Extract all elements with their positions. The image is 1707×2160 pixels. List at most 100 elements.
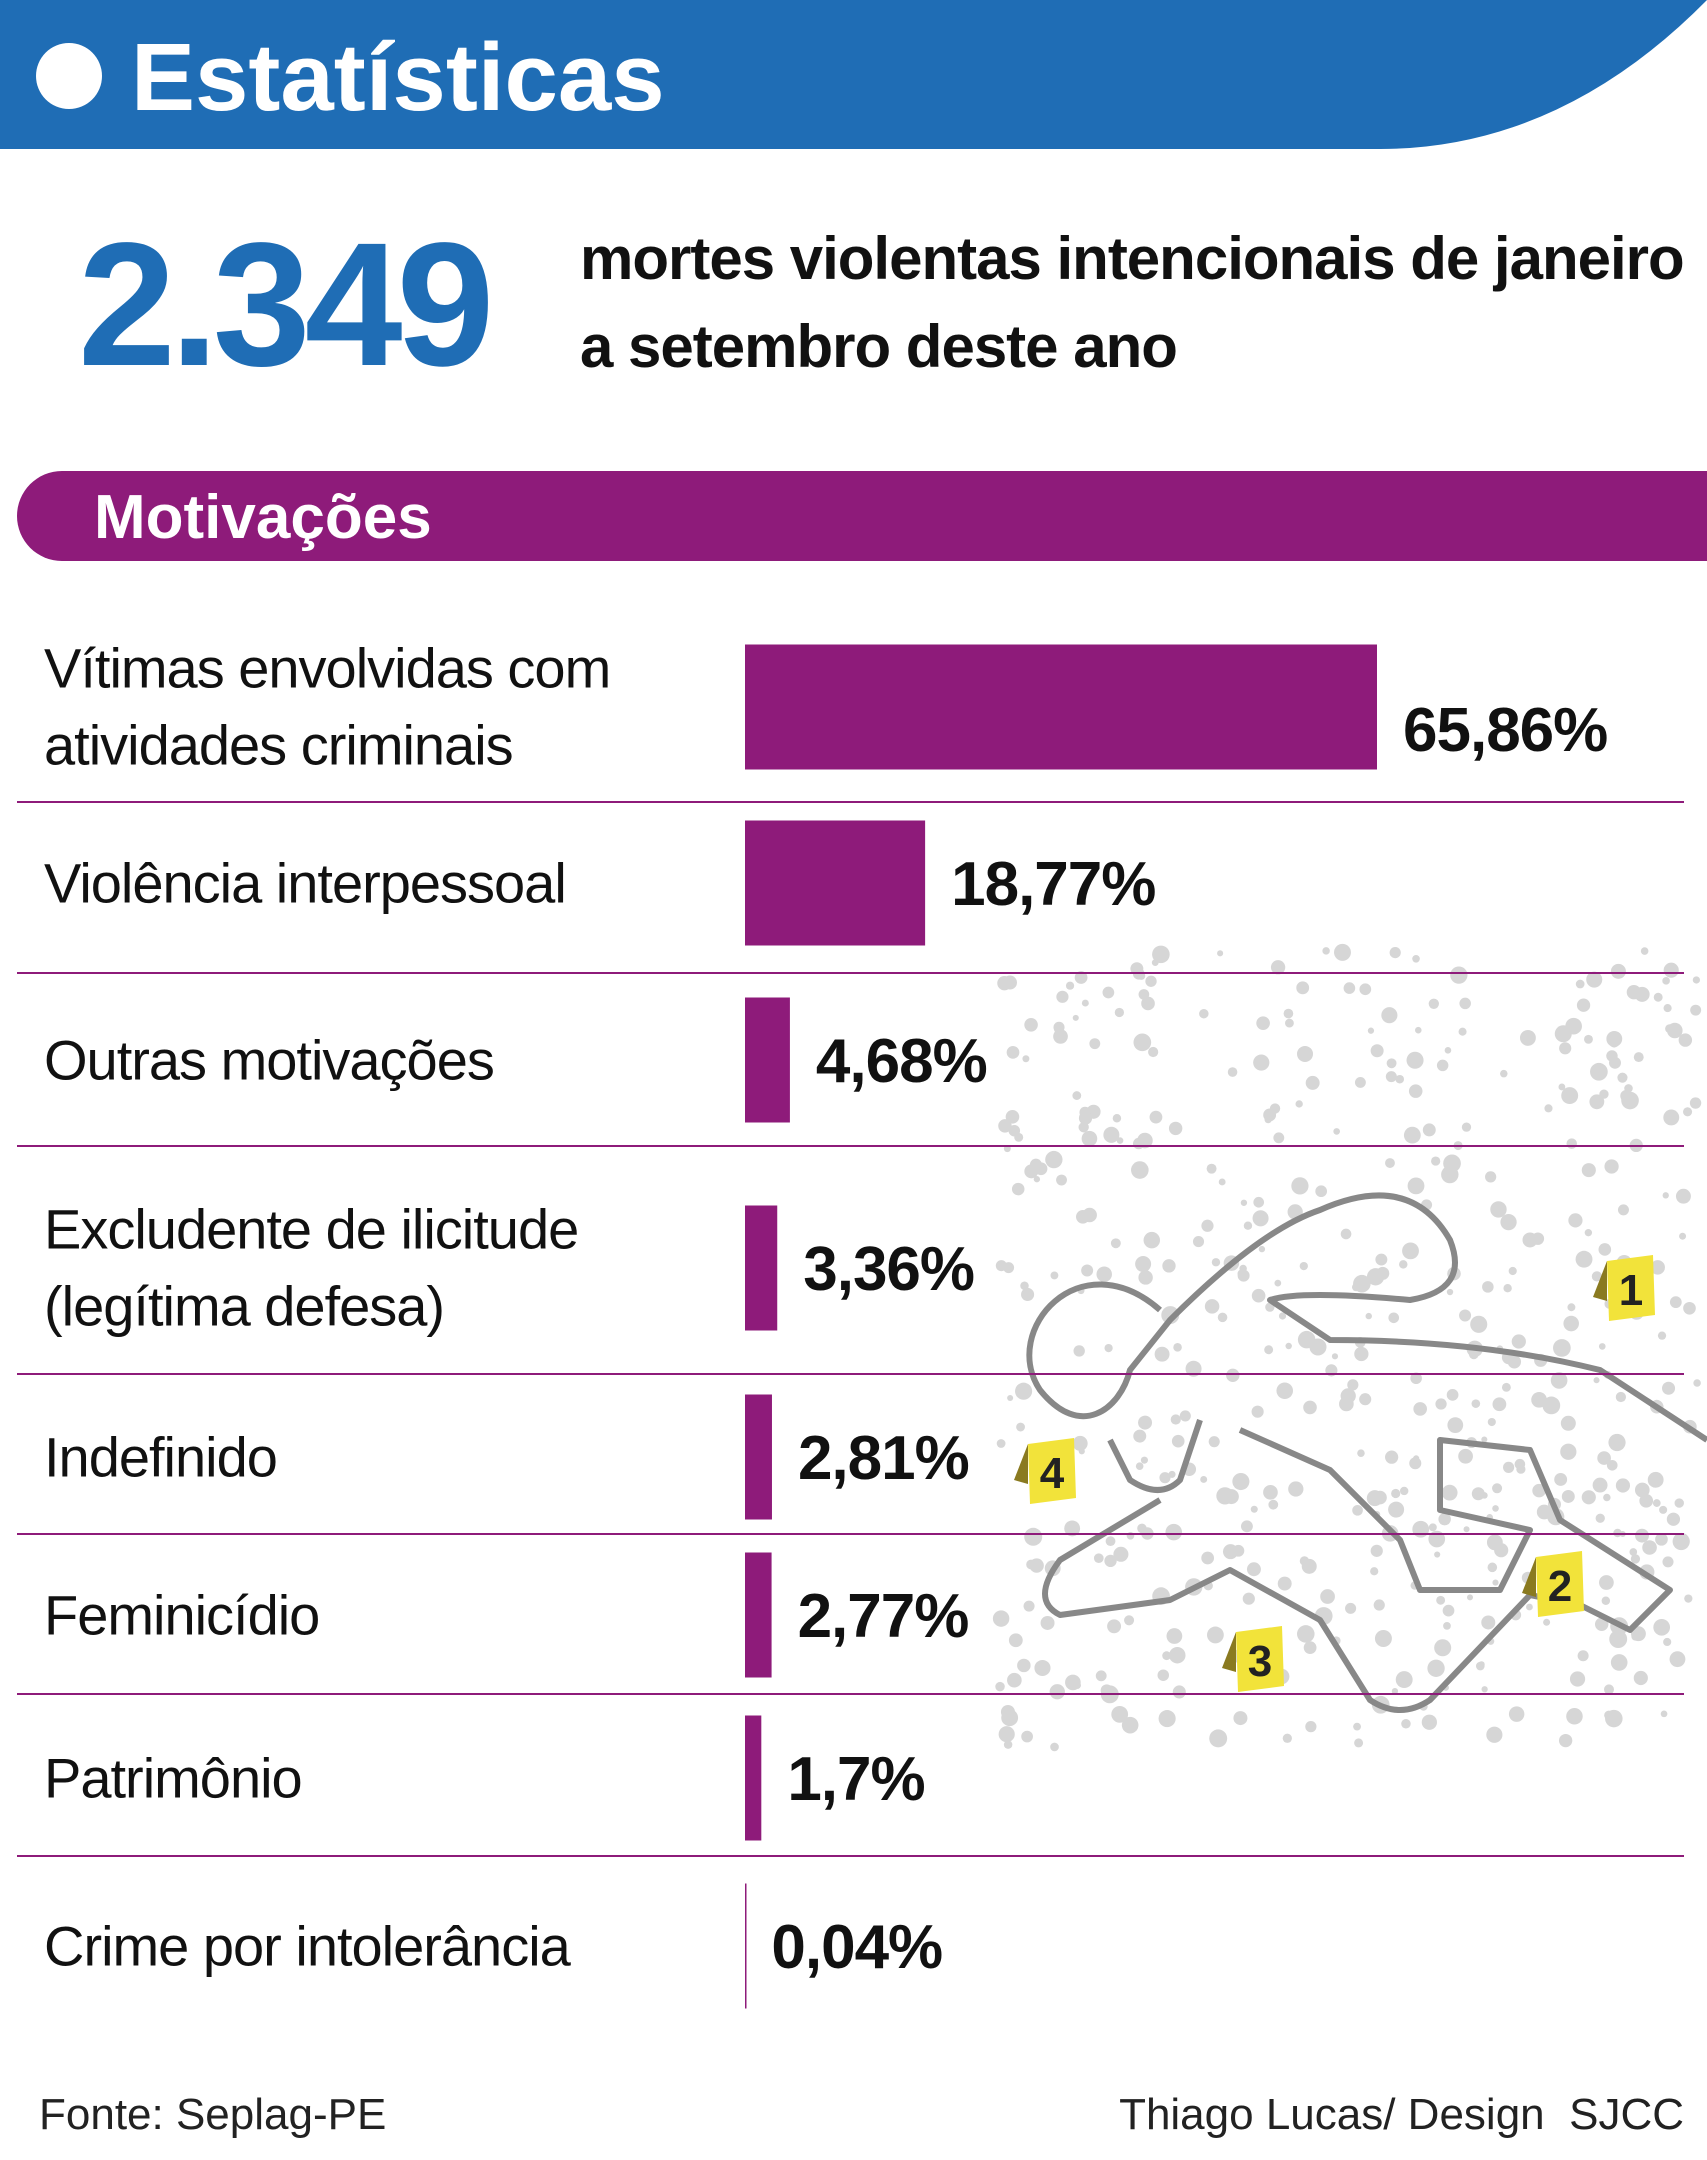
dot (1303, 1400, 1317, 1415)
section-title: Motivações (94, 483, 432, 552)
dot (1270, 960, 1286, 975)
dot (1391, 1687, 1399, 1695)
dot (1185, 1360, 1202, 1377)
dot (1029, 1158, 1042, 1171)
dot (1024, 1527, 1043, 1546)
big-number: 2.349 (78, 207, 489, 403)
dot (1386, 1058, 1397, 1069)
dot (1577, 1650, 1589, 1662)
dot (1482, 1281, 1494, 1293)
dot (1354, 1346, 1369, 1362)
dot (1428, 998, 1439, 1009)
marker-shadow (1593, 1261, 1607, 1301)
dot (1299, 1556, 1310, 1566)
dot (1151, 959, 1159, 966)
dot (1442, 1604, 1455, 1617)
dot (1252, 1210, 1269, 1227)
bar (745, 1552, 772, 1678)
dot (1481, 1686, 1488, 1693)
dot (1242, 1592, 1255, 1605)
dot (1089, 1038, 1101, 1050)
dot (1116, 1137, 1124, 1144)
dot (1609, 1037, 1620, 1048)
dot (1486, 1534, 1503, 1551)
dot (1634, 1482, 1650, 1498)
dot (1081, 999, 1089, 1007)
dot (1240, 1199, 1248, 1206)
dot (1500, 1213, 1517, 1231)
dot (1366, 1268, 1385, 1286)
dot (1639, 1493, 1654, 1508)
dot (1206, 1163, 1217, 1174)
dot (1137, 1523, 1147, 1534)
dot (1269, 1103, 1281, 1114)
dot (1591, 1271, 1603, 1282)
dot (1663, 1637, 1672, 1647)
dot (1141, 996, 1155, 1011)
dot (1401, 1719, 1411, 1729)
category-label: Indefinido (44, 1425, 278, 1489)
dot (1669, 1296, 1682, 1309)
dot (1576, 998, 1591, 1012)
dot (1295, 1100, 1303, 1108)
bar (745, 1883, 747, 2009)
dot (1216, 1487, 1234, 1505)
dot (1303, 1641, 1317, 1655)
dot (1353, 1274, 1371, 1293)
dot (1605, 1709, 1623, 1728)
dot (1631, 1626, 1646, 1642)
dot (1159, 1472, 1171, 1484)
dot (1081, 1264, 1094, 1277)
dot (1200, 1475, 1208, 1483)
dot (1615, 1478, 1631, 1493)
dot (992, 1610, 1010, 1627)
dot (1459, 997, 1471, 1010)
dot (1011, 1182, 1025, 1196)
category-label: Patrimônio (44, 1746, 303, 1810)
dot (1095, 1670, 1107, 1682)
dot (1458, 1448, 1473, 1464)
dot (1403, 1126, 1421, 1144)
dot (1662, 1381, 1676, 1395)
value-label: 0,04% (771, 1913, 942, 1982)
dot (1436, 1595, 1446, 1605)
dot (1558, 1083, 1566, 1091)
dot (1669, 1651, 1686, 1668)
dot (1283, 1008, 1294, 1019)
dot (1531, 1232, 1545, 1245)
dot (1615, 1391, 1626, 1403)
dot (1016, 1422, 1025, 1432)
dot (1020, 1281, 1029, 1291)
dot (1148, 1046, 1159, 1058)
value-label: 2,81% (798, 1424, 969, 1493)
dot (1299, 1261, 1308, 1271)
dot (1288, 1481, 1304, 1497)
dot (1610, 963, 1626, 979)
dot (1240, 1520, 1253, 1533)
dot (1278, 1312, 1287, 1320)
dot (1274, 1279, 1282, 1287)
dot (1096, 1266, 1112, 1282)
dot (1157, 1669, 1170, 1681)
dot (1111, 1705, 1129, 1723)
dot (1444, 1047, 1452, 1054)
dot (1471, 1399, 1481, 1408)
dot (1007, 1672, 1022, 1688)
dot (1373, 1599, 1385, 1611)
dot (1258, 1245, 1266, 1253)
dot (1635, 1528, 1649, 1543)
dot (998, 1726, 1015, 1743)
dot (1045, 1150, 1063, 1169)
dot (1662, 1556, 1674, 1568)
dot (1647, 1471, 1664, 1488)
dot (1467, 1594, 1474, 1601)
dot (1468, 1349, 1479, 1360)
dot (1581, 1490, 1596, 1505)
dot (1678, 1033, 1693, 1047)
dot (1492, 1483, 1503, 1494)
dot (1001, 1709, 1019, 1727)
dot (1179, 1410, 1191, 1422)
dot (1370, 1044, 1384, 1058)
dot (1104, 1343, 1113, 1353)
marker-shadow (1014, 1444, 1028, 1484)
